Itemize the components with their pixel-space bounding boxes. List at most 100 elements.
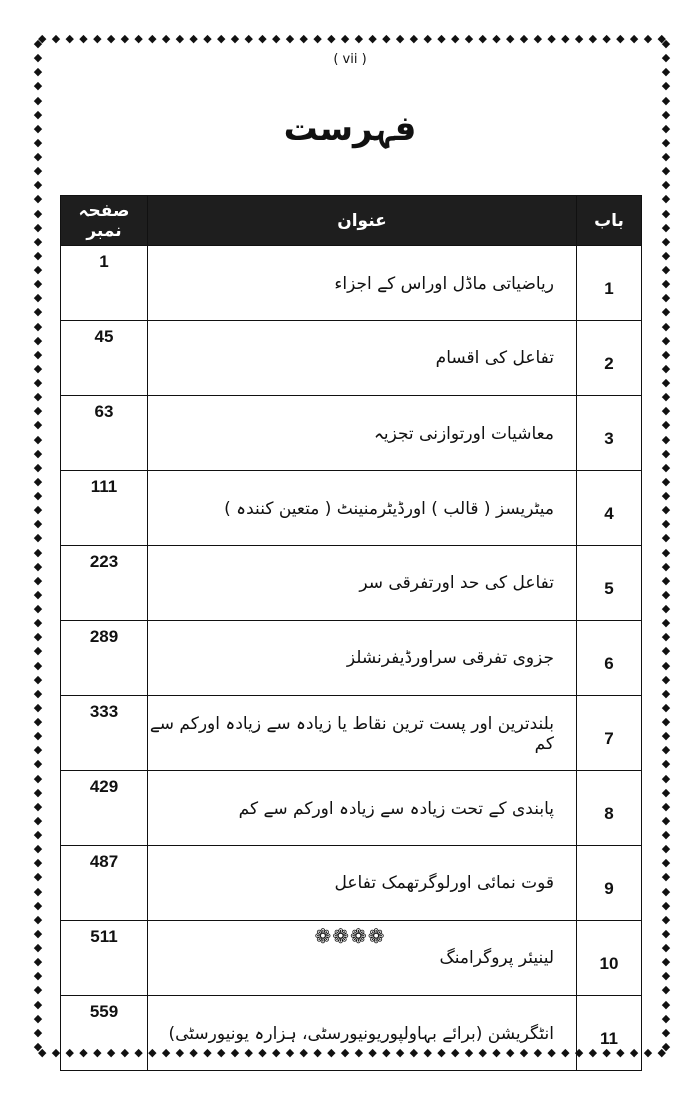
diamond-icon: ◆ xyxy=(327,31,336,45)
diamond-icon: ◆ xyxy=(33,277,43,291)
diamond-icon: ◆ xyxy=(33,828,43,841)
diamond-icon: ◆ xyxy=(38,31,47,45)
diamond-icon: ◆ xyxy=(464,31,474,45)
chapter-number-cell: 8 xyxy=(576,770,642,846)
diamond-icon: ◆ xyxy=(602,31,611,45)
diamond-icon: ◆ xyxy=(643,1045,653,1059)
diamond-icon: ◆ xyxy=(33,517,43,531)
diamond-icon: ◆ xyxy=(33,870,43,884)
diamond-icon: ◆ xyxy=(33,545,43,559)
diamond-icon: ◆ xyxy=(33,1025,43,1039)
diamond-icon: ◆ xyxy=(661,150,671,163)
diamond-icon: ◆ xyxy=(661,121,671,135)
chapter-title-cell: قوت نمائی اورلوگرتھمک تفاعل xyxy=(147,845,577,921)
diamond-icon: ◆ xyxy=(547,31,556,45)
diamond-icon: ◆ xyxy=(33,79,43,93)
diamond-icon: ◆ xyxy=(33,926,43,940)
diamond-icon: ◆ xyxy=(33,503,43,517)
page-number-cell: 333 xyxy=(60,695,148,771)
diamond-icon: ◆ xyxy=(661,545,671,559)
diamond-icon: ◆ xyxy=(33,376,43,389)
diamond-icon: ◆ xyxy=(657,1045,666,1059)
diamond-icon: ◆ xyxy=(661,729,671,743)
diamond-icon: ◆ xyxy=(33,432,43,446)
diamond-icon: ◆ xyxy=(33,715,43,728)
diamond-icon: ◆ xyxy=(533,31,543,45)
diamond-icon: ◆ xyxy=(33,630,43,644)
diamond-icon: ◆ xyxy=(33,1011,43,1025)
diamond-icon: ◆ xyxy=(33,178,43,192)
diamond-icon: ◆ xyxy=(661,291,671,305)
diamond-icon: ◆ xyxy=(661,404,671,418)
diamond-icon: ◆ xyxy=(340,31,350,45)
chapter-title-cell: میٹریسز ( قالب ) اورڈیٹرمنینٹ ( متعین کن… xyxy=(147,470,577,546)
diamond-icon: ◆ xyxy=(661,178,671,192)
diamond-icon: ◆ xyxy=(148,31,157,45)
diamond-icon: ◆ xyxy=(661,616,671,630)
diamond-icon: ◆ xyxy=(661,630,671,644)
diamond-icon: ◆ xyxy=(33,969,43,983)
diamond-icon: ◆ xyxy=(661,1011,671,1025)
chapter-number-cell: 9 xyxy=(576,845,642,921)
diamond-icon: ◆ xyxy=(33,842,43,856)
diamond-icon: ◆ xyxy=(661,926,671,940)
diamond-icon: ◆ xyxy=(661,206,671,220)
diamond-icon: ◆ xyxy=(33,997,43,1011)
diamond-icon: ◆ xyxy=(661,107,671,121)
table-header: صفحہ نمبر عنوان باب xyxy=(60,195,642,246)
diamond-icon: ◆ xyxy=(272,31,281,45)
diamond-icon: ◆ xyxy=(661,757,671,771)
table-row: 487 قوت نمائی اورلوگرتھمک تفاعل 9 xyxy=(60,845,642,921)
diamond-icon: ◆ xyxy=(93,31,102,45)
diamond-icon: ◆ xyxy=(661,559,671,573)
diamond-icon: ◆ xyxy=(661,969,671,983)
diamond-icon: ◆ xyxy=(33,305,43,319)
diamond-icon: ◆ xyxy=(33,404,43,418)
diamond-icon: ◆ xyxy=(661,870,671,884)
diamond-icon: ◆ xyxy=(258,31,267,45)
page-number-cell: 223 xyxy=(60,545,148,621)
diamond-icon: ◆ xyxy=(661,51,671,65)
diamond-icon: ◆ xyxy=(33,135,43,149)
diamond-icon: ◆ xyxy=(33,333,43,347)
diamond-icon: ◆ xyxy=(661,248,671,262)
diamond-icon: ◆ xyxy=(134,31,143,45)
chapter-number-cell: 3 xyxy=(576,395,642,471)
diamond-icon: ◆ xyxy=(33,1039,43,1053)
diamond-icon: ◆ xyxy=(661,460,671,474)
diamond-icon: ◆ xyxy=(65,31,74,45)
page-number-cell: 487 xyxy=(60,845,148,921)
chapter-title-cell: تفاعل کی اقسام xyxy=(147,320,577,396)
table-row: 511 لینیئر پروگرامنگ 10 xyxy=(60,920,642,996)
diamond-icon: ◆ xyxy=(661,164,671,178)
diamond-icon: ◆ xyxy=(33,319,43,333)
diamond-icon: ◆ xyxy=(643,31,653,45)
diamond-icon: ◆ xyxy=(661,997,671,1011)
diamond-icon: ◆ xyxy=(33,743,43,757)
page-number-cell: 63 xyxy=(60,395,148,471)
diamond-icon: ◆ xyxy=(33,248,43,262)
diamond-icon: ◆ xyxy=(661,644,671,658)
diamond-icon: ◆ xyxy=(33,799,43,813)
diamond-icon: ◆ xyxy=(189,31,198,45)
diamond-icon: ◆ xyxy=(450,31,460,45)
chapter-number-cell: 11 xyxy=(576,995,642,1071)
diamond-icon: ◆ xyxy=(203,31,212,45)
diamond-icon: ◆ xyxy=(33,587,43,601)
diamond-icon: ◆ xyxy=(33,884,43,898)
table-row: 111 میٹریسز ( قالب ) اورڈیٹرمنینٹ ( متعین… xyxy=(60,470,642,546)
diamond-icon: ◆ xyxy=(33,234,43,248)
diamond-icon: ◆ xyxy=(661,432,671,446)
table-row: 63 معاشیات اورتوازنی تجزیہ 3 xyxy=(60,395,642,471)
diamond-icon: ◆ xyxy=(661,785,671,799)
diamond-icon: ◆ xyxy=(661,333,671,347)
diamond-icon: ◆ xyxy=(661,941,671,954)
diamond-icon: ◆ xyxy=(33,206,43,220)
diamond-icon: ◆ xyxy=(661,361,671,375)
diamond-icon: ◆ xyxy=(661,305,671,319)
diamond-icon: ◆ xyxy=(33,93,43,107)
diamond-icon: ◆ xyxy=(33,813,43,827)
diamond-icon: ◆ xyxy=(661,376,671,389)
diamond-icon: ◆ xyxy=(33,531,43,545)
diamond-icon: ◆ xyxy=(33,602,43,615)
